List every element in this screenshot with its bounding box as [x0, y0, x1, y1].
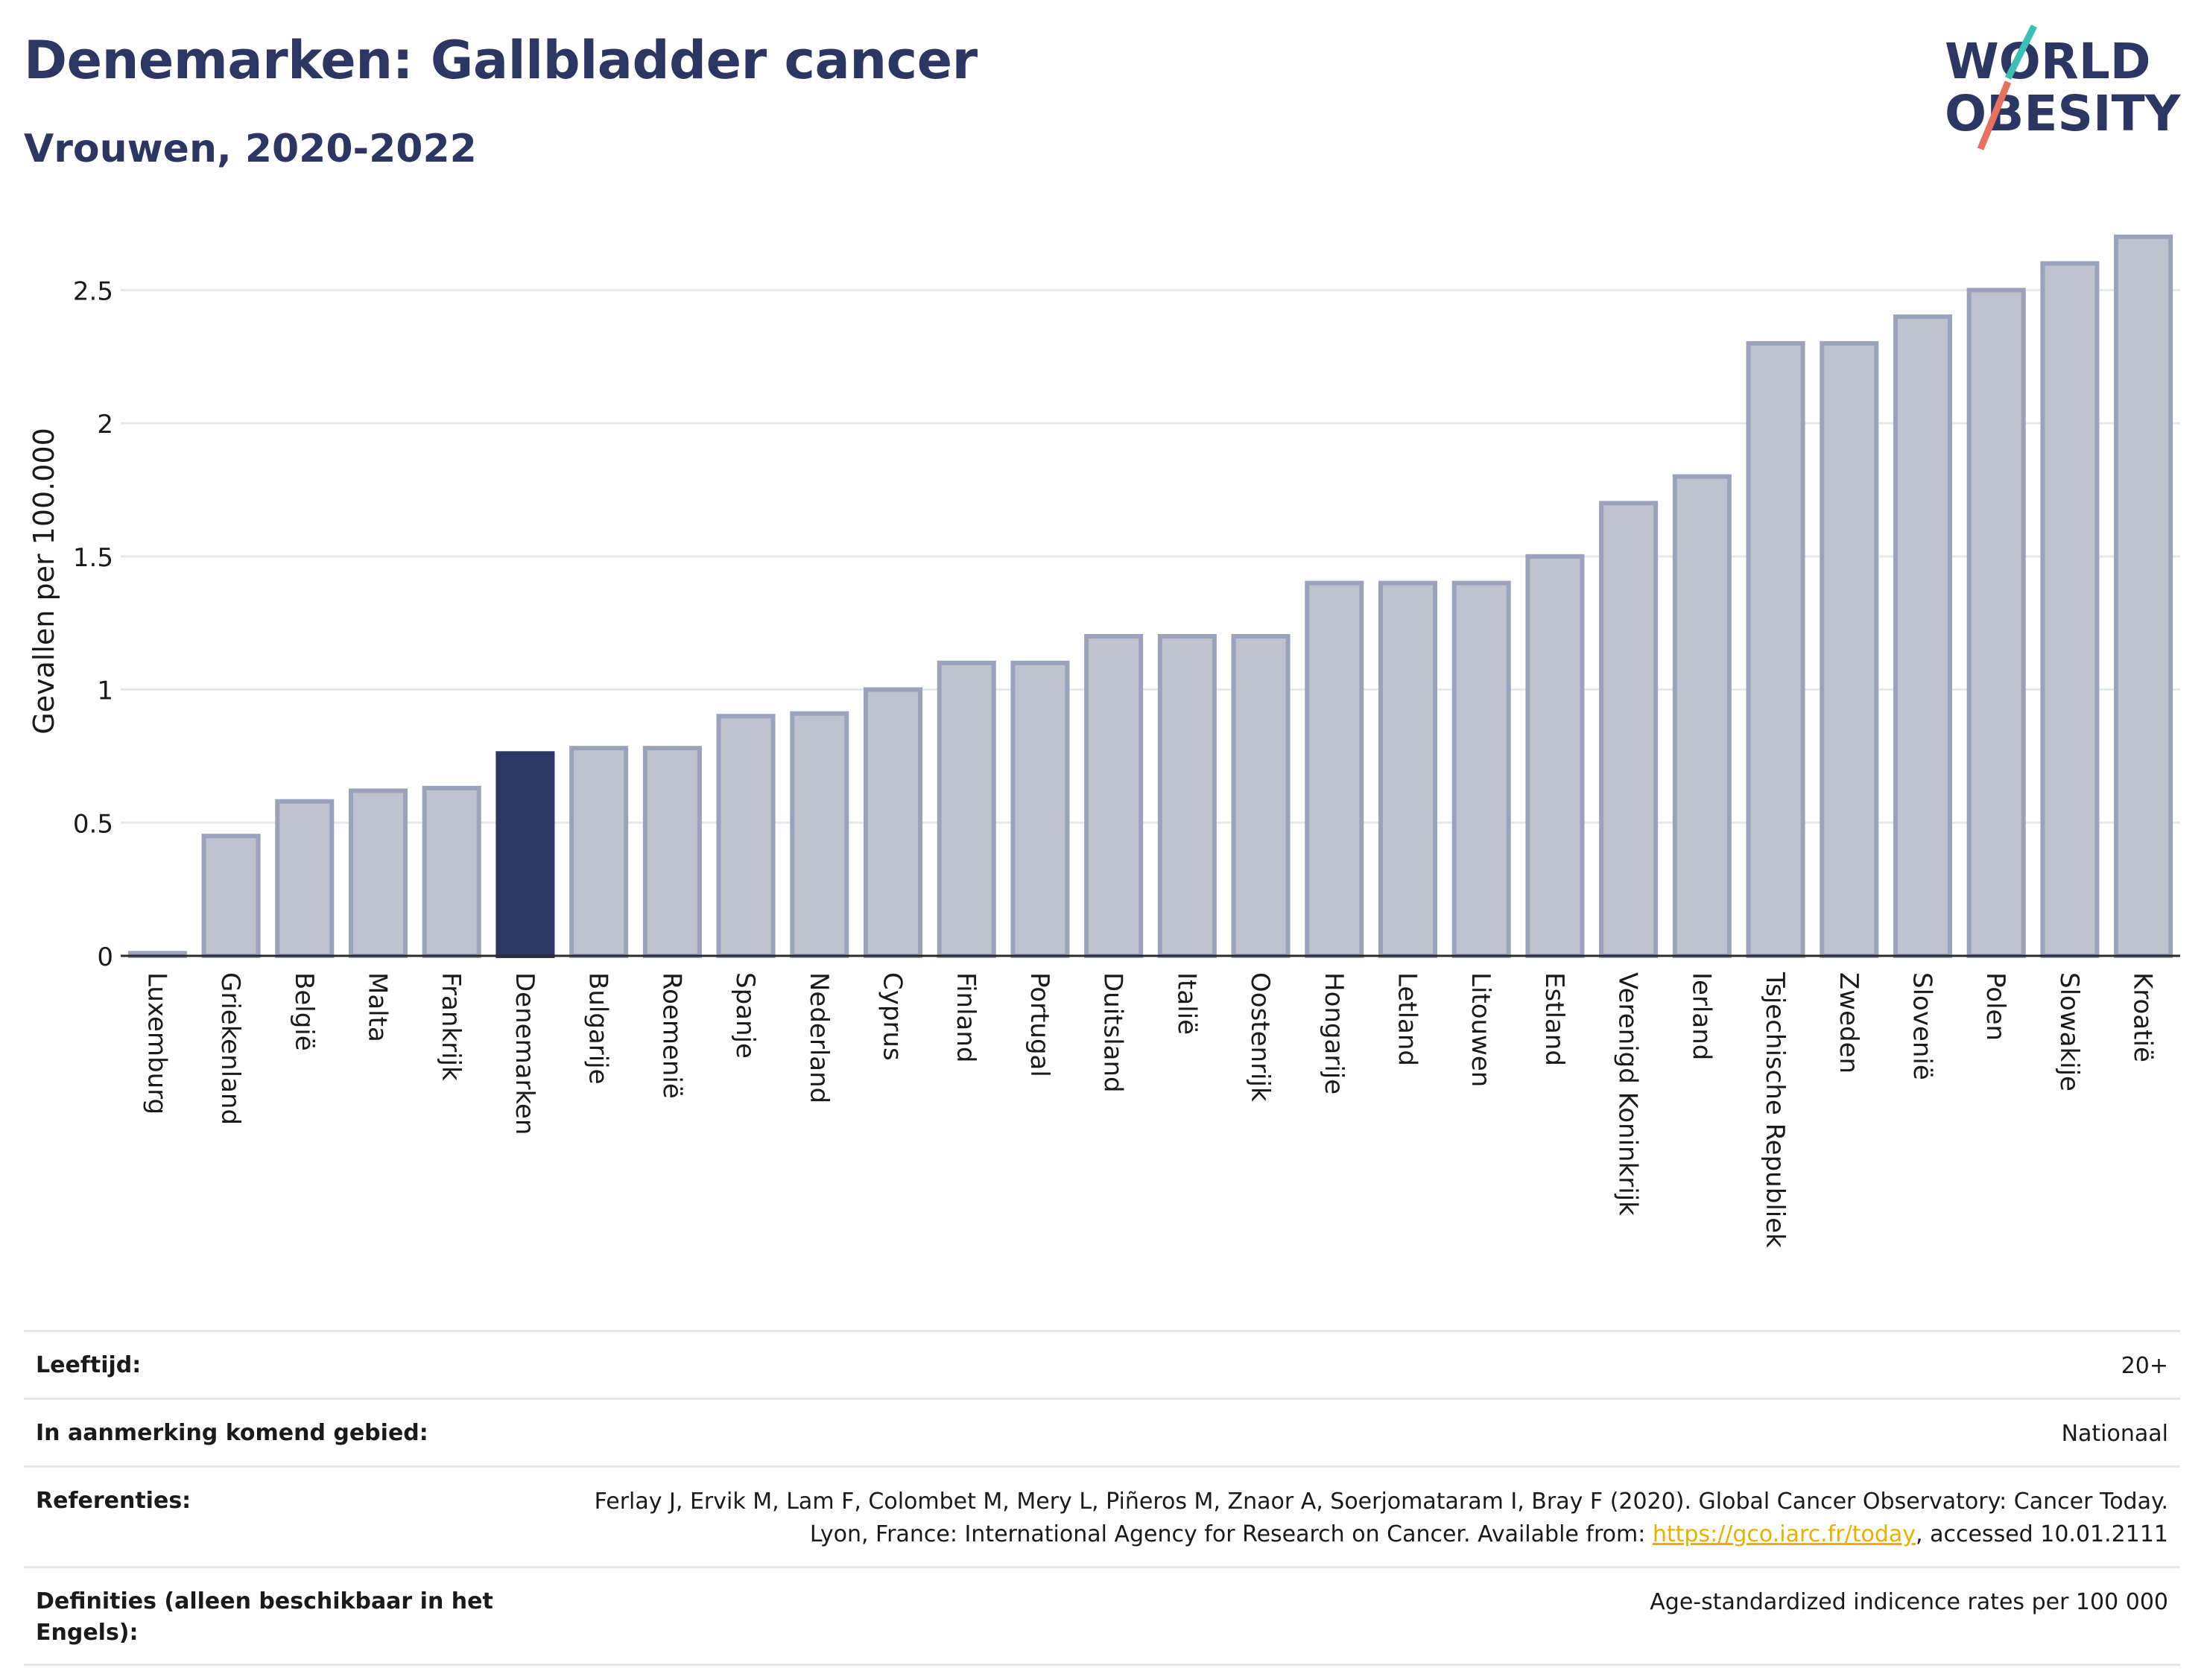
- y-tick-label: 1.5: [73, 543, 113, 573]
- meta-row-area: In aanmerking komend gebied: Nationaal: [24, 1398, 2180, 1465]
- x-tick-label: Italië: [1171, 972, 1201, 1035]
- x-tick-label: Letland: [1393, 972, 1422, 1066]
- x-tick-label: Kroatië: [2128, 972, 2158, 1062]
- x-tick-label: Polen: [1980, 972, 2010, 1041]
- bar: [1231, 634, 1291, 959]
- y-tick-label: 0: [97, 942, 113, 972]
- bar: [201, 834, 261, 959]
- bar-highlight: [495, 751, 555, 958]
- x-tick-label: Tsjechische Republiek: [1760, 971, 1790, 1248]
- x-tick-label: Slovenië: [1907, 972, 1937, 1080]
- logo-slash-teal: [2004, 24, 2038, 80]
- age-label: Leeftijd:: [36, 1352, 142, 1378]
- x-tick-label: Portugal: [1025, 972, 1054, 1077]
- bar: [422, 785, 481, 958]
- x-tick-label: Finland: [951, 972, 981, 1063]
- meta-row-definitions: Definities (alleen beschikbaar in het En…: [24, 1566, 2180, 1666]
- bar: [1010, 660, 1070, 958]
- x-tick-label: Slowakije: [2054, 972, 2084, 1091]
- x-tick-label: Roemenië: [656, 972, 686, 1099]
- x-tick-label: Estland: [1539, 972, 1569, 1066]
- area-label: In aanmerking komend gebied:: [36, 1420, 428, 1446]
- x-tick-label: Verenigd Koninkrijk: [1613, 972, 1643, 1216]
- references-link[interactable]: https://gco.iarc.fr/today: [1652, 1521, 1916, 1547]
- x-tick-label: Litouwen: [1466, 972, 1495, 1087]
- bar: [1966, 288, 2026, 958]
- bar: [1451, 580, 1511, 959]
- bar: [716, 714, 776, 958]
- age-value: 20+: [2121, 1353, 2168, 1379]
- bar: [569, 746, 629, 958]
- bar: [1599, 501, 1659, 958]
- bar: [1746, 340, 1805, 958]
- bar-chart: 0 0.5 1 1.5 2 2.5 Luxemburg Griekenland België Ma…: [28, 234, 2180, 1248]
- bar: [1525, 554, 1585, 958]
- bar: [790, 711, 849, 958]
- y-axis-label: Gevallen per 100.000: [28, 428, 60, 735]
- bar: [2040, 261, 2100, 959]
- bar: [1084, 634, 1144, 959]
- x-tick-label: Zweden: [1834, 972, 1863, 1074]
- bar: [937, 660, 996, 958]
- bar: [1820, 340, 1879, 958]
- bar: [1893, 314, 1953, 959]
- references-label: Referenties:: [36, 1488, 191, 1514]
- definitions-label: Definities (alleen beschikbaar in het En…: [36, 1588, 493, 1646]
- x-tick-label: België: [289, 972, 319, 1051]
- x-tick-label: Cyprus: [878, 972, 908, 1061]
- bar: [1672, 474, 1732, 958]
- y-tick-label: 1: [97, 676, 113, 706]
- x-tick-label: Duitsland: [1098, 972, 1128, 1093]
- x-tick-label: Ierland: [1686, 972, 1716, 1060]
- y-tick-label: 0.5: [73, 809, 113, 839]
- meta-row-references: Referenties: Ferlay J, Ervik M, Lam F, C…: [24, 1465, 2180, 1566]
- meta-row-age: Leeftijd: 20+: [24, 1330, 2180, 1398]
- x-tick-label: Bulgarije: [583, 972, 613, 1085]
- references-accessed: , accessed 10.01.2111: [1916, 1521, 2168, 1547]
- world-obesity-logo: WORLD OBESITY: [1945, 24, 2182, 150]
- references-value: Ferlay J, Ervik M, Lam F, Colombet M, Me…: [566, 1486, 2168, 1551]
- logo-slash-coral: [1977, 80, 2012, 150]
- x-tick-label: Griekenland: [215, 972, 245, 1125]
- x-tick-label: Spanje: [730, 972, 760, 1059]
- x-tick-label: Luxemburg: [142, 972, 171, 1115]
- x-tick-label: Nederland: [804, 972, 834, 1103]
- bar: [863, 687, 923, 959]
- x-tick-label: Hongarije: [1319, 972, 1349, 1094]
- references-text: Ferlay J, Ervik M, Lam F, Colombet M, Me…: [594, 1489, 2168, 1547]
- metadata-table: Leeftijd: 20+ In aanmerking komend gebie…: [24, 1330, 2180, 1666]
- area-value: Nationaal: [2061, 1421, 2168, 1447]
- x-tick-label: Frankrijk: [436, 972, 466, 1081]
- logo-line1: WORLD: [1945, 33, 2151, 90]
- bar: [1305, 580, 1364, 959]
- bar: [1157, 634, 1217, 959]
- definitions-value: Age-standardized indicence rates per 100…: [1650, 1589, 2168, 1615]
- x-tick-label: Oostenrijk: [1245, 972, 1275, 1102]
- bar: [1378, 580, 1438, 959]
- chart-title: Denemarken: Gallbladder cancer: [24, 30, 978, 91]
- bar: [275, 799, 335, 959]
- bar: [2114, 234, 2173, 958]
- x-tick-label: Denemarken: [510, 972, 539, 1135]
- chart-subtitle: Vrouwen, 2020-2022: [24, 127, 477, 171]
- x-tick-label: Malta: [363, 972, 393, 1042]
- y-tick-label: 2.5: [73, 276, 113, 306]
- bar: [642, 746, 702, 958]
- bar: [348, 788, 408, 958]
- bars: [127, 234, 2173, 959]
- y-tick-label: 2: [97, 410, 113, 440]
- axes: 0 0.5 1 1.5 2 2.5 Luxemburg Griekenland België Ma…: [73, 276, 2180, 1248]
